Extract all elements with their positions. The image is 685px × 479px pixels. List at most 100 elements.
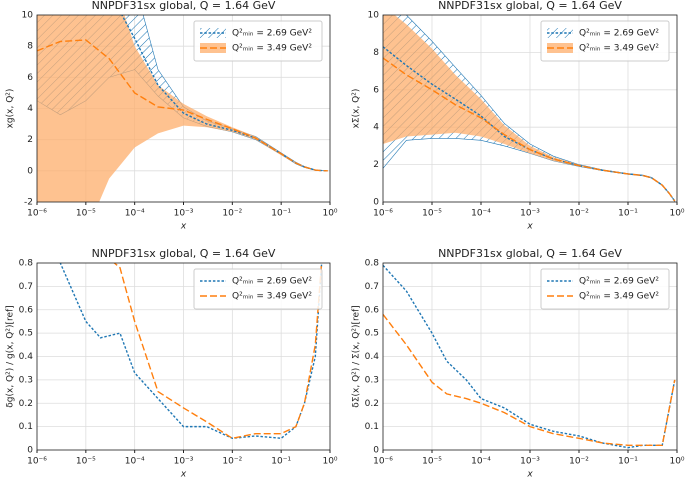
chart-title: NNPDF31sx global, Q = 1.64 GeV xyxy=(92,247,276,260)
x-tick-label: 10⁻⁵ xyxy=(76,209,96,219)
legend-label: Q²ₘᵢₙ = 3.49 GeV² xyxy=(232,44,312,54)
x-tick-label: 10⁻³ xyxy=(174,209,194,219)
y-tick-label: -2 xyxy=(24,198,33,208)
series-line xyxy=(383,313,676,447)
x-tick-label: 10⁻³ xyxy=(520,209,540,219)
y-tick-label: 0.2 xyxy=(365,399,379,409)
y-tick-label: 0.8 xyxy=(19,259,34,269)
y-tick-label: 0.5 xyxy=(19,329,33,339)
y-tick-label: 0.2 xyxy=(19,399,33,409)
x-tick-label: 10⁻⁵ xyxy=(422,209,442,219)
x-tick-label: 10⁻⁵ xyxy=(76,457,96,467)
x-tick-label: 10⁻³ xyxy=(174,457,194,467)
y-tick-label: 4 xyxy=(373,123,379,133)
x-tick-label: 10⁰ xyxy=(322,209,337,219)
y-tick-label: 0 xyxy=(27,166,33,176)
y-tick-label: 8 xyxy=(27,42,33,52)
y-tick-label: 4 xyxy=(27,104,33,114)
y-tick-label: 0.6 xyxy=(365,305,380,315)
legend-box xyxy=(193,268,323,310)
x-tick-label: 10⁻¹ xyxy=(271,457,291,467)
y-axis-label: δg(x, Q²) / g(x, Q²)[ref] xyxy=(6,305,16,407)
uncertainty-band xyxy=(37,15,328,202)
y-axis-label: δΣ(x, Q²) / Σ(x, Q²)[ref] xyxy=(352,305,362,407)
x-tick-label: 10⁰ xyxy=(669,209,684,219)
axes-frame xyxy=(382,14,678,203)
panel: 0 0.1 0.2 0.3 0.4 0.5 0.6 0.7 0.8 10⁻⁶ 10⁻⁵ 10⁻⁴ 10⁻… xyxy=(352,247,685,479)
x-tick-label: 10⁻¹ xyxy=(618,209,638,219)
legend: Q²ₘᵢₙ = 2.69 GeV² Q²ₘᵢₙ = 3.49 GeV² xyxy=(193,268,323,310)
legend-label: Q²ₘᵢₙ = 3.49 GeV² xyxy=(579,44,659,54)
panel: 0 0.1 0.2 0.3 0.4 0.5 0.6 0.7 0.8 10⁻⁶ 10⁻⁵ 10⁻⁴ 10⁻… xyxy=(6,247,338,479)
y-tick-label: 0.4 xyxy=(365,352,380,362)
x-tick-label: 10⁻⁶ xyxy=(27,457,47,467)
y-tick-label: 2 xyxy=(373,160,379,170)
y-tick-label: 0.8 xyxy=(365,259,380,269)
chart-title: NNPDF31sx global, Q = 1.64 GeV xyxy=(438,247,622,260)
series-line xyxy=(121,15,328,172)
x-axis-label: x xyxy=(180,470,187,479)
panel: -2 0 2 4 6 8 10 10⁻⁶ 10⁻⁵ 10⁻⁴ 10⁻³ 10⁻² 10⁻¹ 10⁰ NNPD… xyxy=(6,0,338,232)
x-tick-label: 10⁻⁵ xyxy=(422,457,442,467)
x-axis-label: x xyxy=(526,470,533,479)
x-tick-label: 10⁻⁶ xyxy=(27,209,47,219)
uncertainty-band xyxy=(383,15,675,202)
series-line xyxy=(113,263,323,440)
y-tick-label: 0.3 xyxy=(19,375,33,385)
y-tick-label: 0.3 xyxy=(365,375,379,385)
legend-box xyxy=(540,20,670,62)
x-tick-label: 10⁻² xyxy=(569,209,589,219)
y-tick-label: 6 xyxy=(373,85,379,95)
chart-title: NNPDF31sx global, Q = 1.64 GeV xyxy=(438,0,622,12)
y-tick-label: 6 xyxy=(27,73,33,83)
x-tick-label: 10⁻² xyxy=(569,457,589,467)
x-tick-label: 10⁻¹ xyxy=(271,209,291,219)
x-tick-label: 10⁻⁶ xyxy=(373,209,393,219)
legend-label: Q²ₘᵢₙ = 3.49 GeV² xyxy=(232,292,312,302)
y-tick-label: 0 xyxy=(27,446,33,456)
x-tick-label: 10⁻⁴ xyxy=(125,209,145,219)
y-axis-label: xg(x, Q²) xyxy=(6,89,16,129)
legend-box xyxy=(540,268,670,310)
legend: Q²ₘᵢₙ = 2.69 GeV² Q²ₘᵢₙ = 3.49 GeV² xyxy=(540,268,670,310)
legend-label: Q²ₘᵢₙ = 2.69 GeV² xyxy=(232,277,312,287)
y-tick-label: 0.1 xyxy=(19,422,33,432)
y-tick-label: 8 xyxy=(373,48,379,58)
y-tick-label: 2 xyxy=(27,135,33,145)
legend-label: Q²ₘᵢₙ = 2.69 GeV² xyxy=(579,29,659,39)
axes-frame xyxy=(382,262,678,451)
x-tick-label: 10⁰ xyxy=(669,457,684,467)
panel: 0 2 4 6 8 10 10⁻⁶ 10⁻⁵ 10⁻⁴ 10⁻³ 10⁻² 10⁻¹ 10⁰ NNPDF3… xyxy=(352,0,685,232)
axes-frame xyxy=(36,14,331,203)
x-axis-label: x xyxy=(526,222,533,232)
legend: Q²ₘᵢₙ = 2.69 GeV² Q²ₘᵢₙ = 3.49 GeV² xyxy=(193,20,323,62)
x-tick-label: 10⁻⁴ xyxy=(125,457,145,467)
series-line xyxy=(383,57,676,202)
series-line xyxy=(37,39,328,172)
plot-area xyxy=(383,264,676,449)
series-line xyxy=(383,264,676,449)
legend-box xyxy=(193,20,323,62)
x-tick-label: 10⁰ xyxy=(322,457,337,467)
y-axis-label: xΣ(x, Q²) xyxy=(352,89,362,129)
y-tick-label: 0.7 xyxy=(19,282,33,292)
legend-label: Q²ₘᵢₙ = 2.69 GeV² xyxy=(232,29,312,39)
x-tick-label: 10⁻⁴ xyxy=(471,209,491,219)
y-tick-label: 10 xyxy=(22,11,34,21)
x-axis-label: x xyxy=(180,222,187,232)
x-tick-label: 10⁻⁶ xyxy=(373,457,393,467)
x-tick-label: 10⁻¹ xyxy=(618,457,638,467)
chart-title: NNPDF31sx global, Q = 1.64 GeV xyxy=(92,0,276,12)
y-tick-label: 0.1 xyxy=(365,422,379,432)
x-tick-label: 10⁻² xyxy=(222,209,242,219)
legend-label: Q²ₘᵢₙ = 3.49 GeV² xyxy=(579,292,659,302)
x-tick-label: 10⁻³ xyxy=(520,457,540,467)
y-tick-label: 0.7 xyxy=(365,282,379,292)
y-tick-label: 0.4 xyxy=(19,352,34,362)
legend: Q²ₘᵢₙ = 2.69 GeV² Q²ₘᵢₙ = 3.49 GeV² xyxy=(540,20,670,62)
plot-area xyxy=(383,15,676,202)
y-tick-label: 10 xyxy=(368,11,380,21)
plot-area xyxy=(59,263,323,440)
y-tick-label: 0.6 xyxy=(19,305,34,315)
